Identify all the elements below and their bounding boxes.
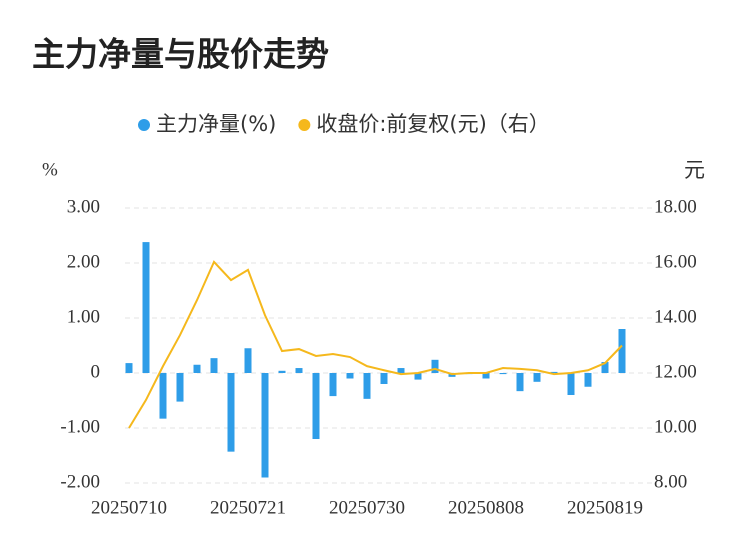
bar	[193, 364, 201, 373]
x-tick-label: 20250730	[329, 497, 405, 518]
bar	[346, 373, 354, 379]
bar	[414, 373, 422, 380]
price-line	[128, 260, 623, 429]
y2-tick-label: 14.00	[654, 306, 697, 327]
x-tick-label: 20250710	[91, 497, 167, 518]
y-axis-label: %	[42, 159, 58, 180]
x-tick-label: 20250819	[567, 497, 643, 518]
bar	[499, 373, 507, 375]
bar	[261, 373, 269, 478]
y-tick-label: 0	[91, 361, 101, 382]
legend-marker	[298, 119, 311, 131]
bar	[363, 373, 371, 399]
bar	[244, 348, 252, 373]
y2-axis-label: 元	[684, 158, 705, 182]
y2-tick-label: 12.00	[654, 361, 697, 382]
bar	[584, 373, 592, 387]
bar	[601, 362, 609, 373]
bar	[618, 329, 626, 373]
y2-tick-label: 18.00	[654, 196, 697, 217]
bar	[295, 368, 303, 373]
x-tick-label: 20250808	[448, 497, 524, 518]
y-tick-label: -2.00	[60, 471, 100, 492]
x-tick-label: 20250721	[210, 497, 286, 518]
bar	[431, 359, 439, 373]
chart-title: 主力净量与股价走势	[32, 35, 329, 74]
bar	[125, 363, 133, 373]
legend-label: 收盘价:前复权(元)（右）	[316, 112, 549, 136]
bar	[482, 373, 490, 379]
bar	[533, 373, 541, 382]
y-tick-label: 2.00	[67, 251, 100, 272]
bar	[159, 373, 167, 419]
bar	[210, 358, 218, 373]
bar	[567, 373, 575, 395]
bar	[516, 373, 524, 392]
bar	[397, 368, 405, 373]
bar	[227, 373, 235, 452]
y2-tick-label: 8.00	[654, 471, 687, 492]
y-tick-label: 1.00	[67, 306, 100, 327]
bar	[329, 373, 337, 397]
y2-tick-label: 10.00	[654, 416, 697, 437]
legend-marker	[138, 119, 150, 131]
bar	[312, 373, 320, 439]
y-tick-label: -1.00	[60, 416, 100, 437]
y2-tick-label: 16.00	[654, 251, 697, 272]
bar	[142, 242, 150, 373]
y-tick-label: 3.00	[67, 196, 100, 217]
bar	[380, 373, 388, 384]
bar	[278, 370, 286, 373]
bar	[176, 373, 184, 402]
legend-label: 主力净量(%)	[156, 112, 276, 136]
bar	[550, 371, 558, 373]
